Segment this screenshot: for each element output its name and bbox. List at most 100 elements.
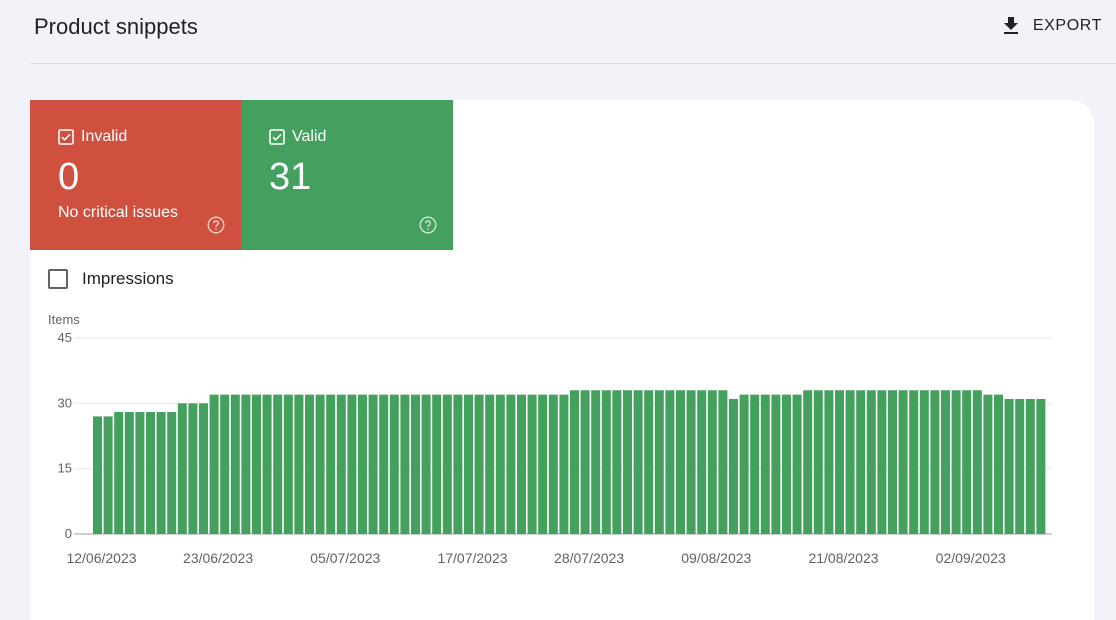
bar — [273, 394, 283, 534]
bar — [506, 394, 516, 534]
bar — [951, 390, 961, 534]
export-label: EXPORT — [1032, 17, 1102, 34]
bar — [230, 394, 240, 534]
x-tick-label: 17/07/2023 — [437, 550, 507, 566]
invalid-subtitle: No critical issues — [58, 204, 179, 221]
valid-count: 31 — [269, 156, 312, 198]
bar — [909, 390, 919, 534]
y-tick-label: 45 — [58, 330, 72, 345]
bar — [1015, 398, 1025, 534]
bar — [665, 390, 675, 534]
bar — [538, 394, 548, 534]
bar — [1004, 398, 1014, 534]
bar — [866, 390, 876, 534]
bar — [358, 394, 367, 534]
bar — [114, 412, 124, 534]
bar — [676, 390, 685, 534]
bar — [262, 394, 272, 534]
bar — [421, 394, 431, 534]
bar — [644, 390, 654, 534]
bar — [919, 390, 929, 534]
bar — [135, 412, 145, 534]
bar — [241, 394, 251, 534]
x-tick-label: 28/07/2023 — [554, 550, 624, 566]
invalid-count: 0 — [58, 156, 80, 198]
bar — [220, 394, 230, 534]
bar — [124, 412, 134, 534]
bar — [877, 390, 887, 534]
bar — [294, 394, 304, 534]
y-axis-label: Items — [48, 312, 80, 327]
bar — [654, 390, 664, 534]
bar — [686, 390, 696, 534]
bar — [1036, 398, 1046, 534]
bar — [177, 403, 187, 534]
bar — [803, 390, 813, 534]
summary-card: Invalid 0 No critical issues Valid 31 Im… — [30, 100, 1094, 620]
bar — [188, 403, 198, 534]
bar — [517, 394, 526, 534]
bar — [548, 394, 558, 534]
invalid-label: Invalid — [81, 128, 128, 145]
download-icon — [1003, 17, 1018, 34]
valid-tile[interactable]: Valid 31 — [241, 100, 453, 250]
bar — [994, 394, 1003, 534]
impressions-toggle[interactable]: Impressions — [48, 269, 174, 289]
impressions-checkbox[interactable] — [48, 269, 68, 289]
bar — [442, 394, 452, 534]
bar — [962, 390, 972, 534]
bar — [792, 394, 802, 534]
bar — [898, 390, 908, 534]
impressions-label: Impressions — [82, 269, 174, 288]
bar — [453, 394, 463, 534]
help-icon[interactable] — [207, 216, 225, 234]
checkbox-checked-icon[interactable] — [269, 129, 285, 145]
bar — [580, 390, 590, 534]
x-tick-label: 05/07/2023 — [310, 550, 380, 566]
bar — [209, 394, 219, 534]
bar — [315, 394, 325, 534]
checkbox-checked-icon[interactable] — [58, 129, 74, 145]
y-tick-label: 15 — [58, 461, 72, 476]
bar — [411, 394, 420, 534]
bar — [559, 394, 569, 534]
bar — [389, 394, 399, 534]
bar — [283, 394, 293, 534]
bar — [972, 390, 982, 534]
bar — [824, 390, 834, 534]
bar — [368, 394, 378, 534]
page-header: Product snippets EXPORT — [0, 0, 1116, 64]
bar — [326, 394, 336, 534]
x-tick-label: 09/08/2023 — [681, 550, 751, 566]
bar — [93, 416, 102, 534]
header-divider — [30, 63, 1116, 64]
bar — [739, 394, 749, 534]
x-tick-label: 12/06/2023 — [66, 550, 136, 566]
bar — [601, 390, 611, 534]
invalid-tile[interactable]: Invalid 0 No critical issues — [30, 100, 241, 250]
bar — [888, 390, 897, 534]
y-tick-label: 0 — [65, 526, 72, 541]
export-button[interactable]: EXPORT — [999, 14, 1102, 38]
bar — [983, 394, 993, 534]
bar — [771, 394, 781, 534]
x-tick-label: 21/08/2023 — [808, 550, 878, 566]
bar — [750, 394, 760, 534]
bar — [347, 394, 357, 534]
bar — [633, 390, 643, 534]
bar — [845, 390, 855, 534]
bar — [707, 390, 717, 534]
bar — [252, 394, 261, 534]
valid-label: Valid — [292, 128, 327, 145]
x-tick-label: 23/06/2023 — [183, 550, 253, 566]
bar — [103, 416, 113, 534]
bar — [485, 394, 495, 534]
bar — [1025, 398, 1035, 534]
bar — [930, 390, 940, 534]
bar — [400, 394, 410, 534]
bar — [570, 390, 579, 534]
bar — [464, 394, 473, 534]
page-title: Product snippets — [34, 14, 198, 39]
help-icon[interactable] — [419, 216, 437, 234]
x-tick-label: 02/09/2023 — [936, 550, 1006, 566]
